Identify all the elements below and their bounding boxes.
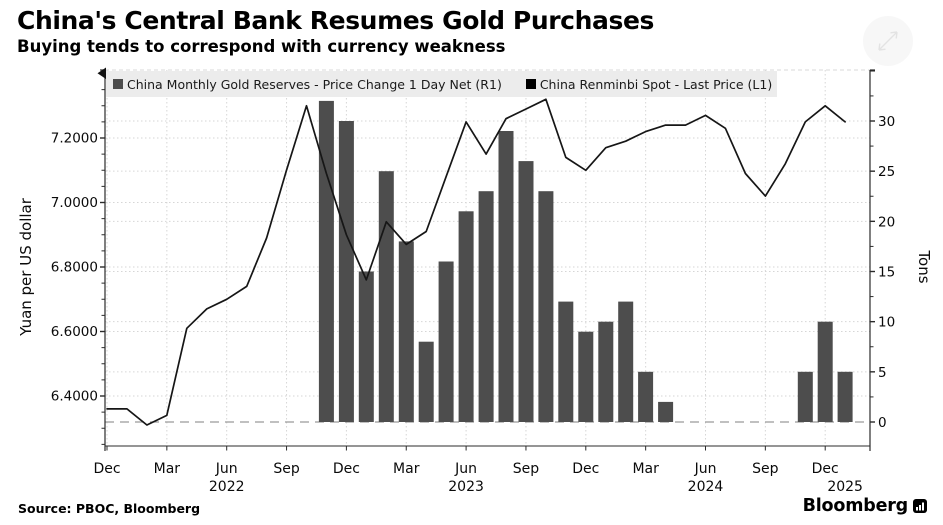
x-tick-label-dec: Dec [812,461,839,477]
right-tick-label-15: 15 [878,265,895,281]
gold-bar-feb-2023 [378,171,394,422]
chart-legend: China Monthly Gold Reserves - Price Chan… [106,71,777,97]
x-tick-label-jun: Jun [454,461,477,477]
gold-bar-dec-2024 [817,321,833,422]
renminbi-spot-line [106,98,846,426]
x-tick-label-dec: Dec [93,461,120,477]
gold-bar-nov-2022 [318,100,334,423]
legend-label-gold-reserves: China Monthly Gold Reserves - Price Chan… [127,76,502,92]
left-tick-label-6.8000: 6.8000 [51,260,98,276]
gold-bar-aug-2023 [498,131,514,422]
page-title: China's Central Bank Resumes Gold Purcha… [17,6,654,35]
left-tick-label-7.2000: 7.2000 [51,131,98,147]
right-tick-label-0: 0 [878,415,887,431]
gold-bar-mar-2023 [398,241,414,422]
gold-bar-dec-2022 [338,121,354,422]
gold-bar-apr-2023 [418,341,434,422]
pan-left-control[interactable] [97,67,107,80]
right-tick-label-10: 10 [878,315,895,331]
x-tick-label-jun: Jun [694,461,717,477]
gold-bar-sep-2023 [518,161,534,422]
x-year-label-2025: 2025 [827,479,863,495]
x-year-label-2022: 2022 [209,479,245,495]
gold-bar-jun-2023 [458,211,474,422]
left-tick-label-6.6000: 6.6000 [51,324,98,340]
right-tick-label-25: 25 [878,164,895,180]
x-tick-label-sep: Sep [513,461,540,477]
bloomberg-wordmark: Bloomberg [802,496,909,516]
bloomberg-logo-icon [913,499,927,513]
right-tick-label-5: 5 [878,365,887,381]
gold-bar-apr-2024 [658,401,674,422]
x-tick-label-mar: Mar [632,461,659,477]
left-tick-label-7.0000: 7.0000 [51,195,98,211]
x-tick-label-jun: Jun [215,461,238,477]
legend-label-renminbi-spot: China Renminbi Spot - Last Price (L1) [539,76,773,92]
gold-bar-dec-2023 [578,331,594,422]
right-axis-title: Tons [915,249,933,283]
bar-series-swatch-icon [113,79,123,89]
x-tick-label-mar: Mar [393,461,420,477]
gold-bar-jan-2025 [837,371,853,422]
legend-item-renminbi-spot: China Renminbi Spot - Last Price (L1) [525,76,773,92]
left-tick-label-6.4000: 6.4000 [51,389,98,405]
x-tick-label-dec: Dec [572,461,599,477]
right-tick-label-30: 30 [878,114,895,130]
gold-bar-mar-2024 [638,371,654,422]
x-tick-label-sep: Sep [752,461,779,477]
x-tick-label-mar: Mar [154,461,181,477]
gold-bar-nov-2023 [558,301,574,422]
x-tick-label-sep: Sep [273,461,300,477]
page-subtitle: Buying tends to correspond with currency… [17,37,506,56]
legend-item-gold-reserves: China Monthly Gold Reserves - Price Chan… [113,77,502,92]
right-tick-label-20: 20 [878,214,895,230]
left-axis-title: Yuan per US dollar [17,197,35,337]
expand-arrows-icon[interactable] [878,31,898,51]
gold-bar-jan-2023 [358,271,374,422]
gold-bar-oct-2023 [538,191,554,422]
x-tick-label-dec: Dec [333,461,360,477]
bloomberg-brand: Bloomberg [803,496,927,516]
gold-bar-nov-2024 [797,371,813,422]
gold-bar-may-2023 [438,261,454,422]
x-year-label-2023: 2023 [448,479,484,495]
gold-bar-jul-2023 [478,191,494,422]
gold-bar-feb-2024 [618,301,634,422]
gold-bar-jan-2024 [598,321,614,422]
line-series-swatch-icon [525,79,536,89]
x-year-label-2024: 2024 [688,479,724,495]
source-credit: Source: PBOC, Bloomberg [18,501,201,516]
